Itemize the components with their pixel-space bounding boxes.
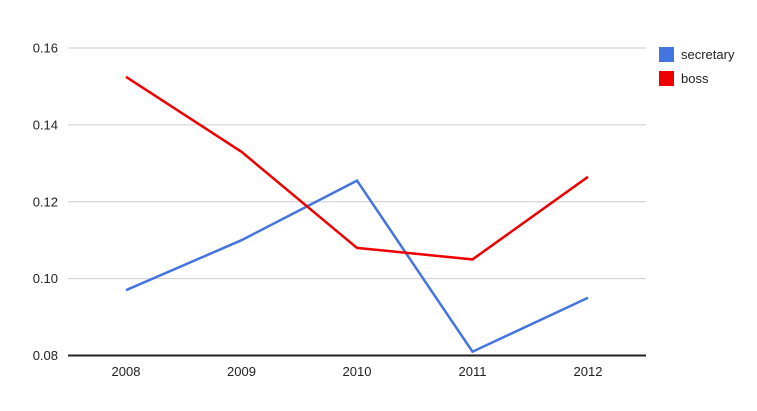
x-tick-label: 2009 <box>227 364 256 379</box>
x-tick-label: 2010 <box>343 364 372 379</box>
y-tick-label: 0.08 <box>33 348 58 363</box>
y-tick-label: 0.12 <box>33 194 58 209</box>
legend: secretary boss <box>659 47 734 95</box>
x-tick-label: 2008 <box>112 364 141 379</box>
legend-item-boss: boss <box>659 71 734 86</box>
y-tick-label: 0.14 <box>33 117 58 132</box>
legend-item-secretary: secretary <box>659 47 734 62</box>
y-tick-label: 0.10 <box>33 271 58 286</box>
legend-label-boss: boss <box>681 71 709 86</box>
legend-swatch-secretary-icon <box>659 47 674 62</box>
y-tick-label: 0.16 <box>33 41 58 56</box>
series-line-boss <box>125 75 589 261</box>
x-tick-label: 2012 <box>574 364 603 379</box>
legend-swatch-boss-icon <box>659 71 674 86</box>
legend-label-secretary: secretary <box>681 47 735 62</box>
series-line-secretary <box>125 178 589 354</box>
x-tick-label: 2011 <box>459 364 487 379</box>
